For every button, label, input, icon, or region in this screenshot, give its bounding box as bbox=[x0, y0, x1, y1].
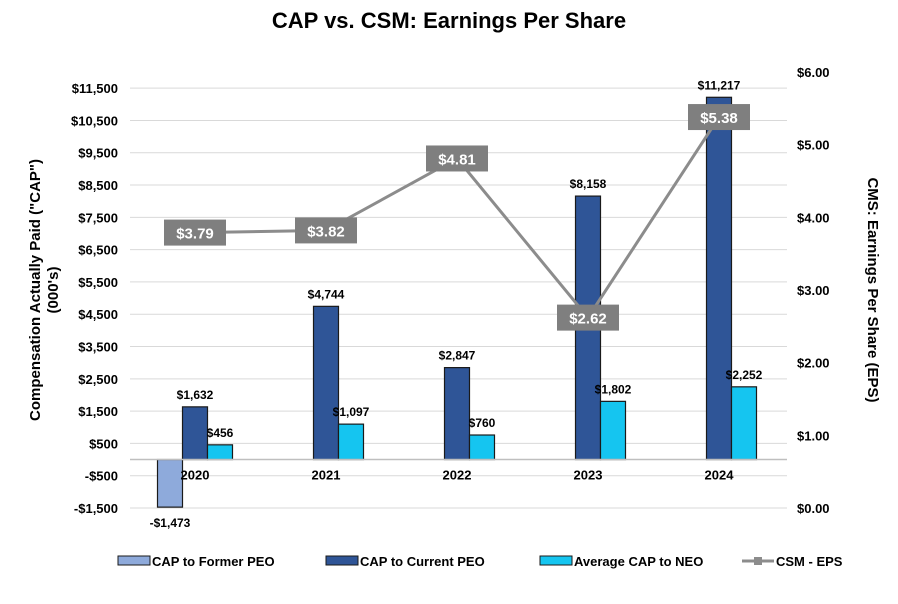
bar-data-label: $11,217 bbox=[698, 78, 741, 92]
bar-average-cap-to-neo bbox=[206, 444, 234, 461]
right-tick-label: $4.00 bbox=[797, 210, 830, 225]
bar-average-cap-to-neo bbox=[337, 423, 365, 461]
legend-swatch bbox=[117, 555, 151, 566]
left-tick-label: $8,500 bbox=[78, 178, 118, 193]
legend-label: Average CAP to NEO bbox=[574, 554, 703, 569]
left-tick-label: $4,500 bbox=[78, 307, 118, 322]
bar-data-label: $2,252 bbox=[726, 368, 763, 382]
left-tick-label: $6,500 bbox=[78, 243, 118, 258]
left-tick-label: $1,500 bbox=[78, 404, 118, 419]
axes: -$1,500 -$500 $500 $1,500 $2,500 $3,500 $4,500… bbox=[71, 65, 830, 516]
bar-data-label: $2,847 bbox=[439, 349, 476, 363]
category-label: 2020 bbox=[181, 468, 210, 483]
eps-label-box bbox=[164, 219, 226, 246]
bar-average-cap-to-neo bbox=[599, 400, 627, 461]
right-tick-label: $1.00 bbox=[797, 428, 830, 443]
left-axis-title-line1: Compensation Actually Paid ("CAP") bbox=[27, 159, 44, 421]
legend-label: CAP to Former PEO bbox=[152, 554, 275, 569]
bar-cap-to-current-peo bbox=[705, 96, 733, 461]
legend-label: CAP to Current PEO bbox=[360, 554, 485, 569]
bar-data-label: $4,744 bbox=[308, 287, 345, 301]
bar-data-label: -$1,473 bbox=[150, 516, 191, 530]
left-axis-title: Compensation Actually Paid ("CAP") (000'… bbox=[27, 159, 62, 421]
bar-data-label: $456 bbox=[207, 426, 234, 440]
left-tick-label: $11,500 bbox=[72, 81, 118, 96]
chart-title: CAP vs. CSM: Earnings Per Share bbox=[272, 8, 626, 33]
legend: CAP to Former PEO CAP to Current PEO Avera… bbox=[117, 554, 843, 569]
left-tick-label: -$1,500 bbox=[74, 501, 118, 516]
bar-cap-to-former-peo bbox=[156, 458, 184, 508]
bar-cap-to-current-peo bbox=[181, 406, 209, 461]
left-tick-label: $3,500 bbox=[78, 340, 118, 355]
eps-data-label: $2.62 bbox=[569, 311, 607, 328]
eps-data-label: $3.79 bbox=[176, 226, 214, 243]
left-tick-label: $5,500 bbox=[78, 275, 118, 290]
eps-label-box bbox=[295, 217, 357, 244]
left-tick-label: $2,500 bbox=[78, 372, 118, 387]
right-tick-label: $6.00 bbox=[797, 65, 830, 80]
left-tick-label: -$500 bbox=[85, 469, 118, 484]
right-axis-title: CMS: Earnings Per Share (EPS) bbox=[864, 177, 881, 402]
category-label: 2021 bbox=[312, 468, 341, 483]
left-tick-label: $10,500 bbox=[71, 113, 118, 128]
category-label: 2022 bbox=[443, 468, 472, 483]
legend-marker bbox=[754, 557, 762, 565]
bar-data-label: $1,097 bbox=[333, 405, 370, 419]
legend-label: CSM - EPS bbox=[776, 554, 843, 569]
legend-swatch bbox=[325, 555, 359, 566]
eps-data-label: $4.81 bbox=[438, 151, 476, 168]
bar-average-cap-to-neo bbox=[730, 386, 758, 461]
left-axis-title-line2: (000's) bbox=[45, 267, 62, 314]
bar-cap-to-current-peo bbox=[443, 367, 471, 461]
right-tick-label: $5.00 bbox=[797, 138, 830, 153]
left-tick-label: $500 bbox=[89, 436, 118, 451]
bar-data-label: $1,632 bbox=[177, 388, 214, 402]
eps-label-box bbox=[426, 145, 488, 172]
left-tick-label: $7,500 bbox=[78, 210, 118, 225]
bars: -$1,473 $1,632 $4,744 $2,847 $8,158 $11,217 $4… bbox=[150, 78, 763, 530]
category-label: 2023 bbox=[574, 468, 603, 483]
eps-data-label: $3.82 bbox=[307, 223, 345, 240]
eps-label-box bbox=[688, 104, 750, 131]
right-tick-label: $0.00 bbox=[797, 501, 830, 516]
eps-label-box bbox=[557, 304, 619, 331]
bar-cap-to-current-peo bbox=[312, 305, 340, 461]
eps-data-label: $5.38 bbox=[700, 110, 738, 127]
bar-data-label: $8,158 bbox=[570, 177, 607, 191]
category-label: 2024 bbox=[705, 468, 735, 483]
left-tick-label: $9,500 bbox=[78, 146, 118, 161]
bar-data-label: $760 bbox=[469, 416, 496, 430]
eps-line: $3.79 $3.82 $4.81 $2.62 $5.38 bbox=[164, 104, 750, 331]
bar-average-cap-to-neo bbox=[468, 434, 496, 461]
legend-swatch bbox=[539, 555, 573, 566]
right-tick-label: $3.00 bbox=[797, 283, 830, 298]
right-tick-label: $2.00 bbox=[797, 356, 830, 371]
bar-data-label: $1,802 bbox=[595, 382, 632, 396]
